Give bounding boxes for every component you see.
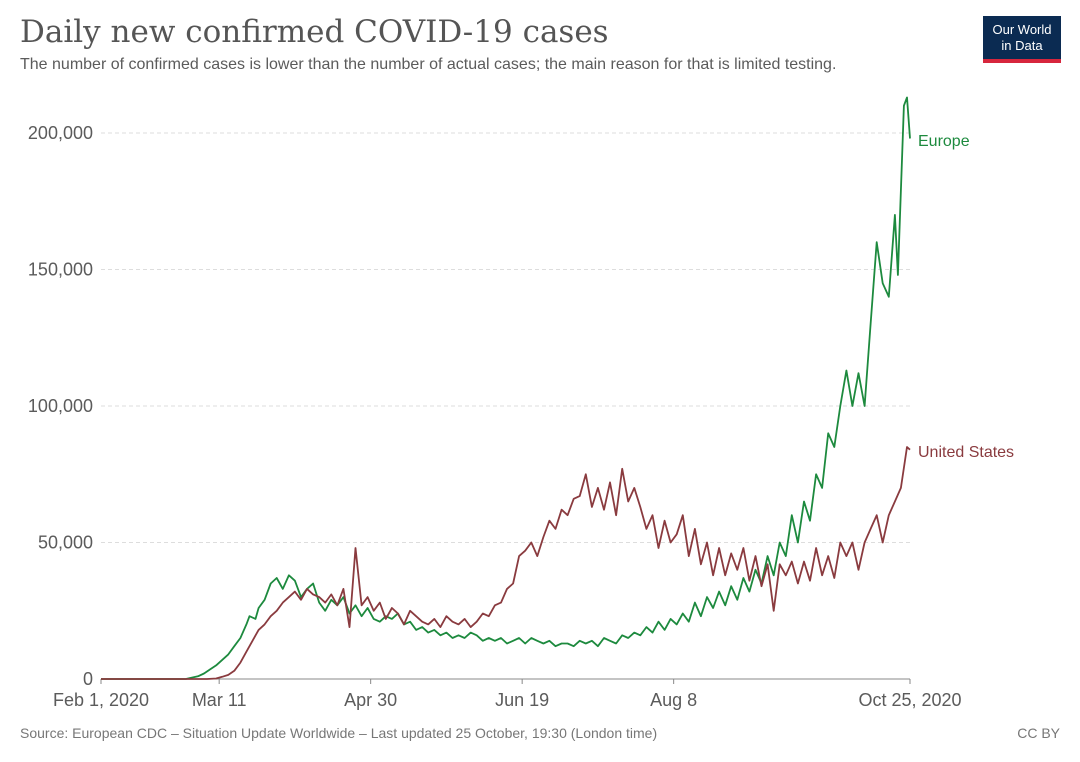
source-note[interactable]: Source: European CDC – Situation Update … — [20, 725, 658, 741]
logo-line-1: Our World — [992, 22, 1052, 37]
chart-subtitle: The number of confirmed cases is lower t… — [20, 56, 837, 73]
series-line-europe — [101, 96, 911, 680]
y-tick-label: 150,000 — [28, 260, 93, 280]
x-tick-label: Mar 11 — [192, 690, 247, 710]
y-tick-label: 100,000 — [28, 396, 93, 416]
x-tick-label: Feb 1, 2020 — [53, 690, 149, 710]
chart-title: Daily new confirmed COVID-19 cases — [20, 14, 609, 50]
series-label-united-states: United States — [918, 444, 1014, 461]
x-tick-label: Oct 25, 2020 — [858, 690, 961, 710]
y-tick-label: 50,000 — [38, 533, 93, 553]
y-tick-label: 200,000 — [28, 123, 93, 143]
x-tick-label: Jun 19 — [495, 690, 549, 710]
license-link[interactable]: CC BY — [1017, 725, 1060, 741]
x-tick-label: Apr 30 — [344, 690, 397, 710]
series-label-europe: Europe — [918, 133, 970, 150]
series-line-united-states — [101, 446, 911, 680]
x-tick-label: Aug 8 — [650, 690, 697, 710]
owid-logo[interactable]: Our World in Data — [983, 16, 1061, 63]
y-tick-label: 0 — [83, 669, 93, 689]
logo-line-2: in Data — [1001, 38, 1043, 53]
